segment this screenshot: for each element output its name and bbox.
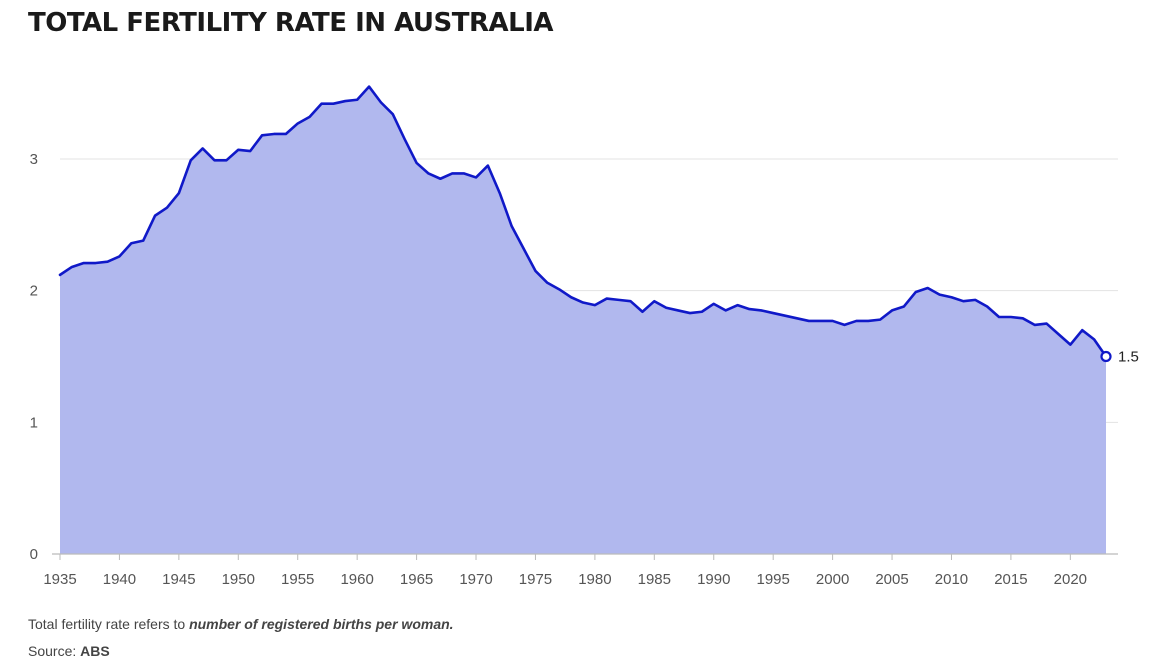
footnote: Total fertility rate refers to number of… [28,616,454,632]
x-tick-label: 2005 [875,571,908,588]
series-line [58,85,1108,358]
x-tick-label: 2020 [1054,571,1087,588]
x-tick-label: 1990 [697,571,730,588]
x-tick-label: 1970 [459,571,492,588]
area-fill [60,86,1106,554]
axes: 0 1 2 3 1935 1940 1945 1950 1955 1960 1965 1970 1975… [30,151,1118,588]
x-tick-label: 1945 [162,571,195,588]
x-tick-label: 1935 [43,571,76,588]
y-tick-label: 3 [30,151,38,168]
end-point-marker [1100,350,1112,363]
source-name: ABS [80,643,110,659]
y-tick-label: 2 [30,283,38,300]
source-line: Source: ABS [28,643,110,659]
y-tick-label: 1 [30,414,38,431]
x-tick-label: 1980 [578,571,611,588]
end-marker-group: 1.5 [1100,349,1139,366]
x-tick-label: 1940 [103,571,136,588]
x-tick-label: 1965 [400,571,433,588]
y-tick-label: 0 [30,546,38,563]
x-tick-label: 2000 [816,571,849,588]
footnote-emphasis: number of registered births per woman. [189,616,454,632]
x-tick-label: 1975 [519,571,552,588]
x-tick-label: 2010 [935,571,968,588]
x-tick-label: 1950 [222,571,255,588]
source-label: Source: [28,643,81,659]
x-tick-label: 1955 [281,571,314,588]
chart-title: TOTAL FERTILITY RATE IN AUSTRALIA [28,8,554,38]
x-tick-label: 1995 [756,571,789,588]
end-value-label: 1.5 [1118,349,1139,366]
fertility-area-chart: 0 1 2 3 1935 1940 1945 1950 1955 1960 1965 1970 1975… [30,85,1139,588]
area-series [58,85,1108,554]
x-tick-label: 1960 [340,571,373,588]
footnote-text: Total fertility rate refers to [28,616,190,632]
x-tick-label: 2015 [994,571,1027,588]
x-tick-label: 1985 [638,571,671,588]
